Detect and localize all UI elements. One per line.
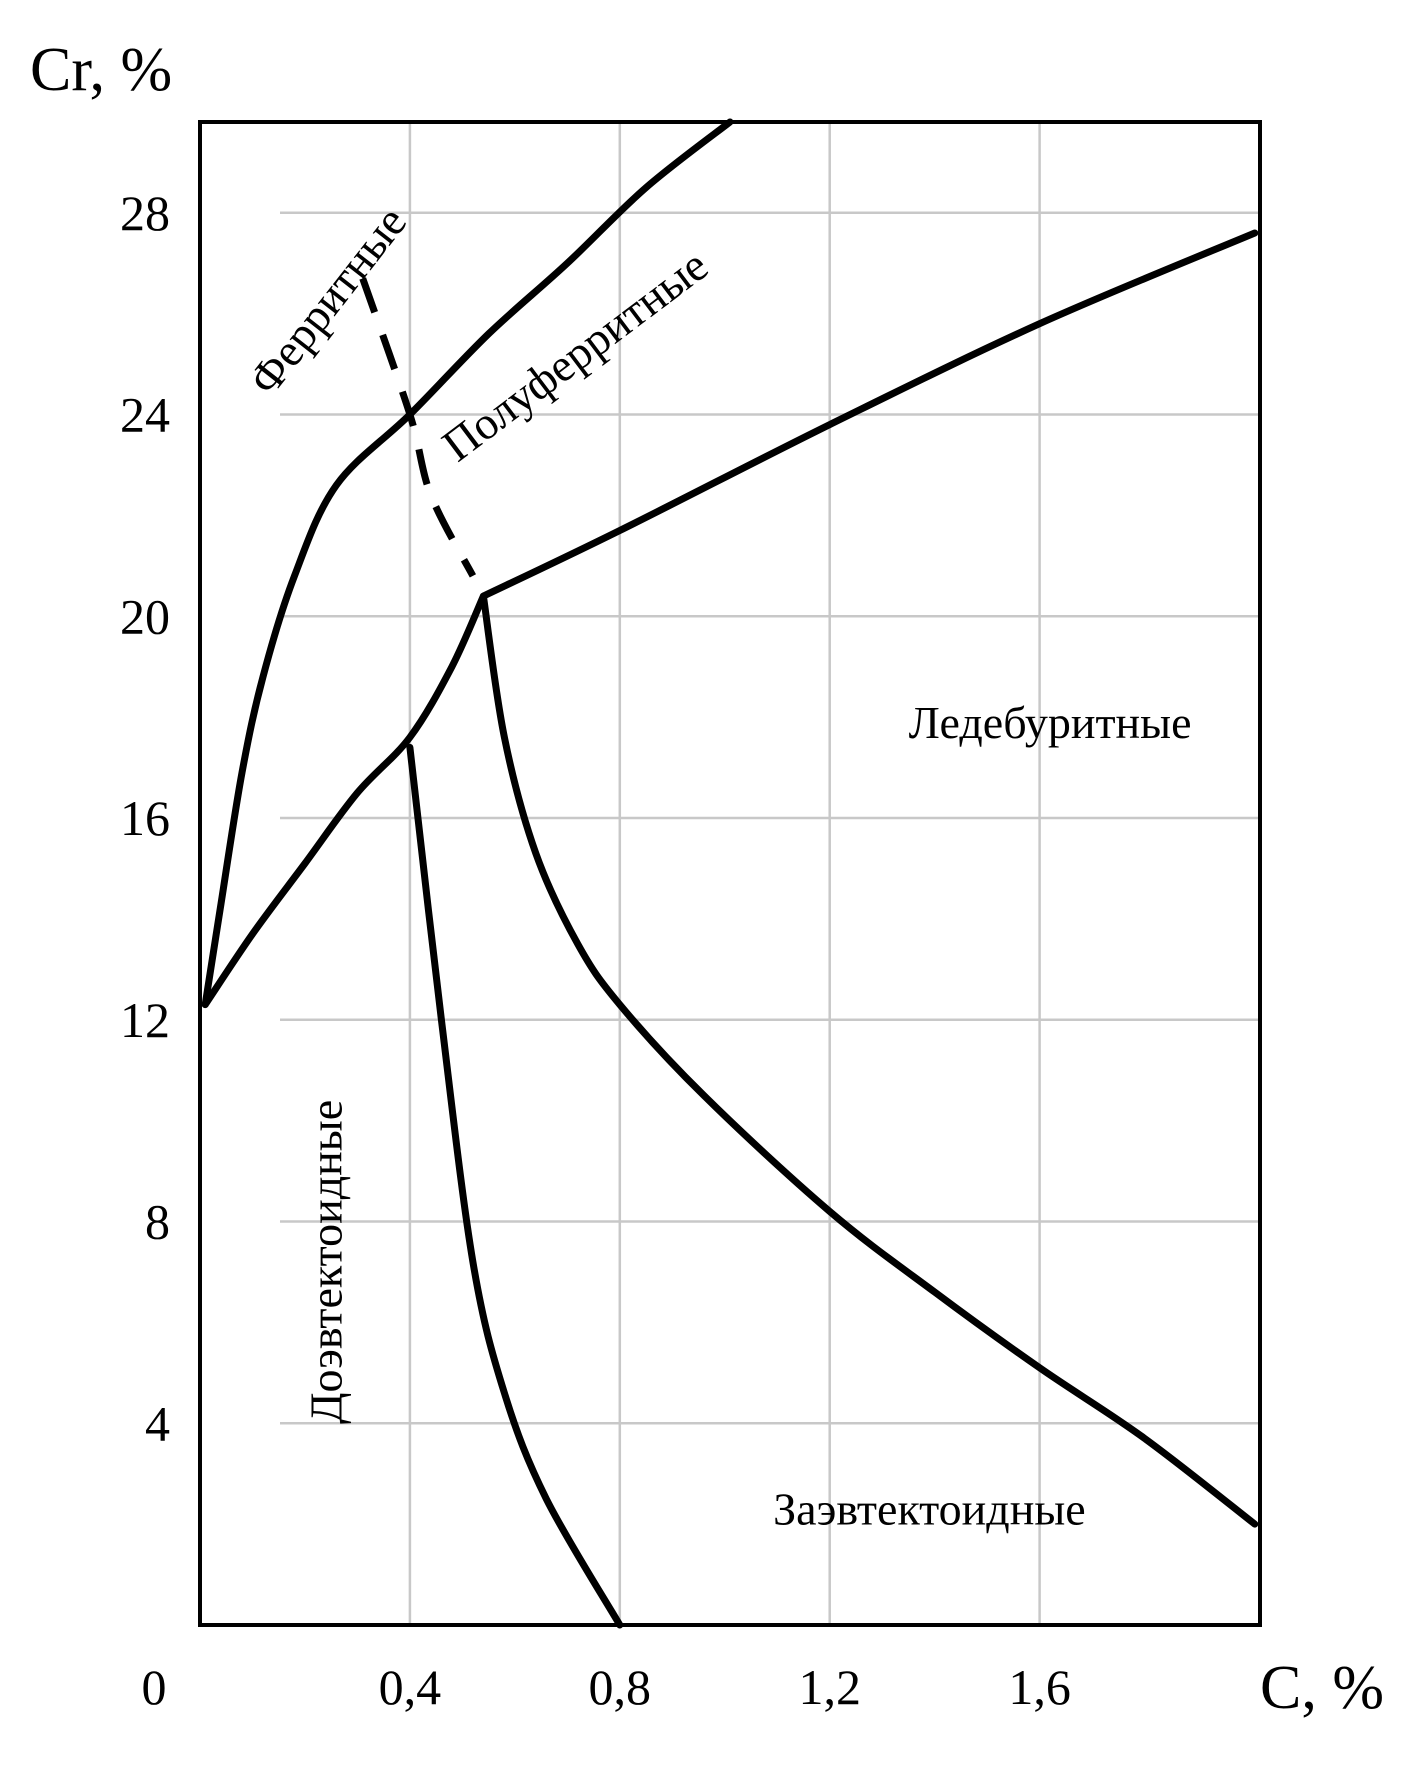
dashed-boundary-curve (359, 277, 477, 578)
y-tick-label: 8 (145, 1194, 170, 1250)
ledeburite-upper-boundary-curve (479, 229, 1259, 600)
ledeburite-lower-boundary-curve (479, 592, 1259, 1528)
y-axis-title: Cr, % (30, 36, 172, 104)
origin-label: 0 (142, 1659, 167, 1715)
y-tick-label: 24 (120, 387, 170, 443)
x-tick-label: 0,8 (589, 1659, 652, 1715)
x-tick-label: 0,4 (379, 1659, 442, 1715)
eutectoid-boundary-curve (406, 743, 624, 1629)
y-tick-label: 12 (120, 992, 170, 1048)
region-label-ledeburitic: Ледебуритные (909, 697, 1192, 748)
y-tick-label: 20 (120, 588, 170, 644)
tick-labels: 0,4 0,8 1,2 1,6 4 8 12 16 20 24 28 (120, 185, 1071, 1715)
region-labels: Ферритные Полуферритные Ледебуритные Доэвте… (238, 197, 1191, 1535)
x-axis-title: C, % (1260, 1654, 1384, 1722)
plot-frame (198, 120, 1262, 1627)
y-tick-label: 4 (145, 1395, 170, 1451)
y-tick-label: 16 (120, 790, 170, 846)
y-tick-label: 28 (120, 185, 170, 241)
x-tick-label: 1,2 (798, 1659, 861, 1715)
region-label-semi-ferritic: Полуферритные (433, 239, 717, 471)
region-label-ferritic: Ферритные (238, 197, 416, 404)
region-label-hypereutectoid: Заэвтектоидные (773, 1484, 1086, 1535)
region-label-hypoeutectoid: Доэвтектоидные (301, 1100, 352, 1424)
ferrite-boundary-curve (201, 118, 734, 1009)
boundary-curves (201, 118, 1259, 1629)
grid-lines (280, 122, 1260, 1625)
lower-ferrite-boundary-curve (201, 592, 487, 1009)
x-tick-label: 1,6 (1008, 1659, 1071, 1715)
